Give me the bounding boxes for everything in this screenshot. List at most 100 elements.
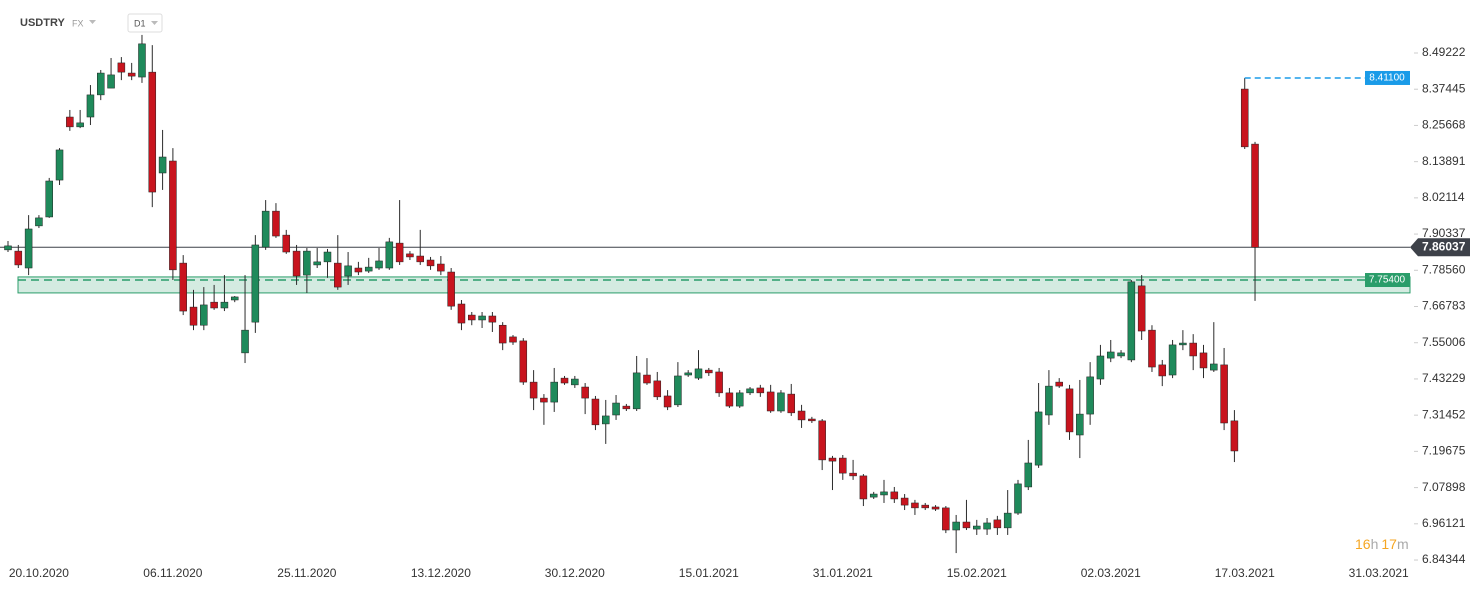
candle-body	[529, 381, 538, 399]
candle-body	[1189, 342, 1197, 357]
candle-body	[859, 475, 868, 500]
candle-body	[220, 301, 229, 309]
candle-body	[550, 381, 558, 403]
candle-body	[189, 306, 198, 326]
candle-body	[138, 43, 146, 78]
candle-body	[4, 245, 12, 251]
high-label: 8.41100	[1369, 73, 1405, 84]
candle-body	[643, 374, 651, 384]
candle-body	[1106, 351, 1115, 359]
candle-body	[1096, 355, 1105, 380]
candle-body	[457, 303, 466, 324]
candle-body	[210, 301, 218, 309]
y-tick-label: 8.13891	[1422, 154, 1466, 168]
candle-body	[1148, 329, 1156, 368]
candle-body	[107, 74, 115, 89]
candle-body	[911, 502, 919, 509]
y-tick-label: 7.90337	[1422, 226, 1466, 240]
x-tick-label: 20.10.2020	[9, 566, 69, 580]
candle-body	[447, 271, 455, 307]
candle-body	[828, 457, 837, 462]
candle-body	[127, 72, 136, 77]
candle-body	[66, 116, 74, 128]
candle-body	[323, 251, 332, 263]
y-tick-label: 6.96121	[1422, 516, 1466, 530]
current-price-label: 7.86037	[1422, 239, 1466, 253]
candle-body	[715, 371, 723, 394]
candle-body	[14, 250, 23, 266]
symbol-dropdown[interactable]	[89, 20, 96, 24]
candle-body	[437, 263, 445, 272]
candle-body	[890, 491, 899, 500]
candle-body	[808, 418, 816, 422]
interval-box[interactable]	[127, 13, 163, 33]
candle-body	[375, 260, 383, 269]
candle-body	[880, 491, 888, 496]
candle-body	[993, 519, 1002, 529]
candle-body	[777, 392, 785, 412]
x-tick-label: 31.03.2021	[1349, 566, 1409, 580]
high-label-box	[1365, 70, 1410, 85]
candle-body	[1127, 281, 1136, 361]
candle-body	[756, 387, 765, 394]
candle-body	[632, 372, 641, 410]
candle-body	[241, 329, 249, 354]
candle-body	[663, 395, 672, 408]
interval-dropdown[interactable]	[151, 21, 158, 25]
candle-body	[1065, 388, 1074, 433]
candle-body	[282, 234, 291, 253]
candle-body	[117, 62, 126, 73]
candle-body	[766, 391, 775, 412]
candle-body	[1137, 285, 1146, 332]
countdown-h: h	[1371, 536, 1379, 552]
candle-body	[519, 340, 528, 383]
zone-label: 7.75400	[1369, 275, 1406, 286]
candle-body	[395, 242, 404, 263]
candle-body	[200, 304, 208, 326]
candle-body	[952, 521, 960, 531]
candle-body	[540, 397, 548, 403]
candle-body	[1158, 364, 1167, 377]
candle-body	[931, 506, 940, 510]
candle-body	[385, 241, 394, 269]
candle-body	[354, 267, 363, 273]
candle-body	[849, 472, 857, 477]
x-tick-label: 02.03.2021	[1081, 566, 1141, 580]
candle-body	[973, 525, 981, 530]
candle-body	[55, 149, 64, 181]
countdown-hours: 16	[1355, 536, 1371, 552]
candle-body	[571, 378, 579, 386]
x-tick-label: 15.01.2021	[679, 566, 739, 580]
candle-body	[560, 377, 569, 384]
y-tick-label: 7.07898	[1422, 480, 1466, 494]
candle-body	[179, 262, 187, 312]
candle-body	[1086, 376, 1094, 415]
candle-body	[1117, 352, 1125, 357]
candle-body	[292, 250, 301, 277]
candle-body	[797, 410, 806, 421]
countdown-minutes: 17	[1381, 536, 1397, 552]
candle-body	[942, 507, 950, 531]
candle-body	[1199, 352, 1208, 369]
candle-body	[488, 315, 497, 323]
candle-body	[344, 265, 352, 277]
candle-body	[1179, 342, 1187, 346]
y-tick-label: 7.66783	[1422, 299, 1466, 313]
candle-body	[1003, 512, 1012, 529]
y-tick-label: 7.43229	[1422, 371, 1466, 385]
candle-body	[921, 504, 929, 509]
interval[interactable]: D1	[134, 18, 146, 28]
candle-body	[1240, 88, 1249, 148]
candle-body	[97, 72, 105, 96]
candle-body	[313, 261, 321, 266]
y-tick-label: 8.37445	[1422, 81, 1466, 95]
candle-body	[1230, 420, 1239, 452]
candle-body	[705, 369, 713, 374]
candle-body	[1014, 483, 1022, 514]
symbol[interactable]: USDTRY	[20, 17, 65, 29]
candle-body	[1210, 363, 1218, 371]
candle-body	[725, 392, 734, 407]
candle-body	[364, 266, 373, 272]
market: FX	[72, 18, 84, 28]
